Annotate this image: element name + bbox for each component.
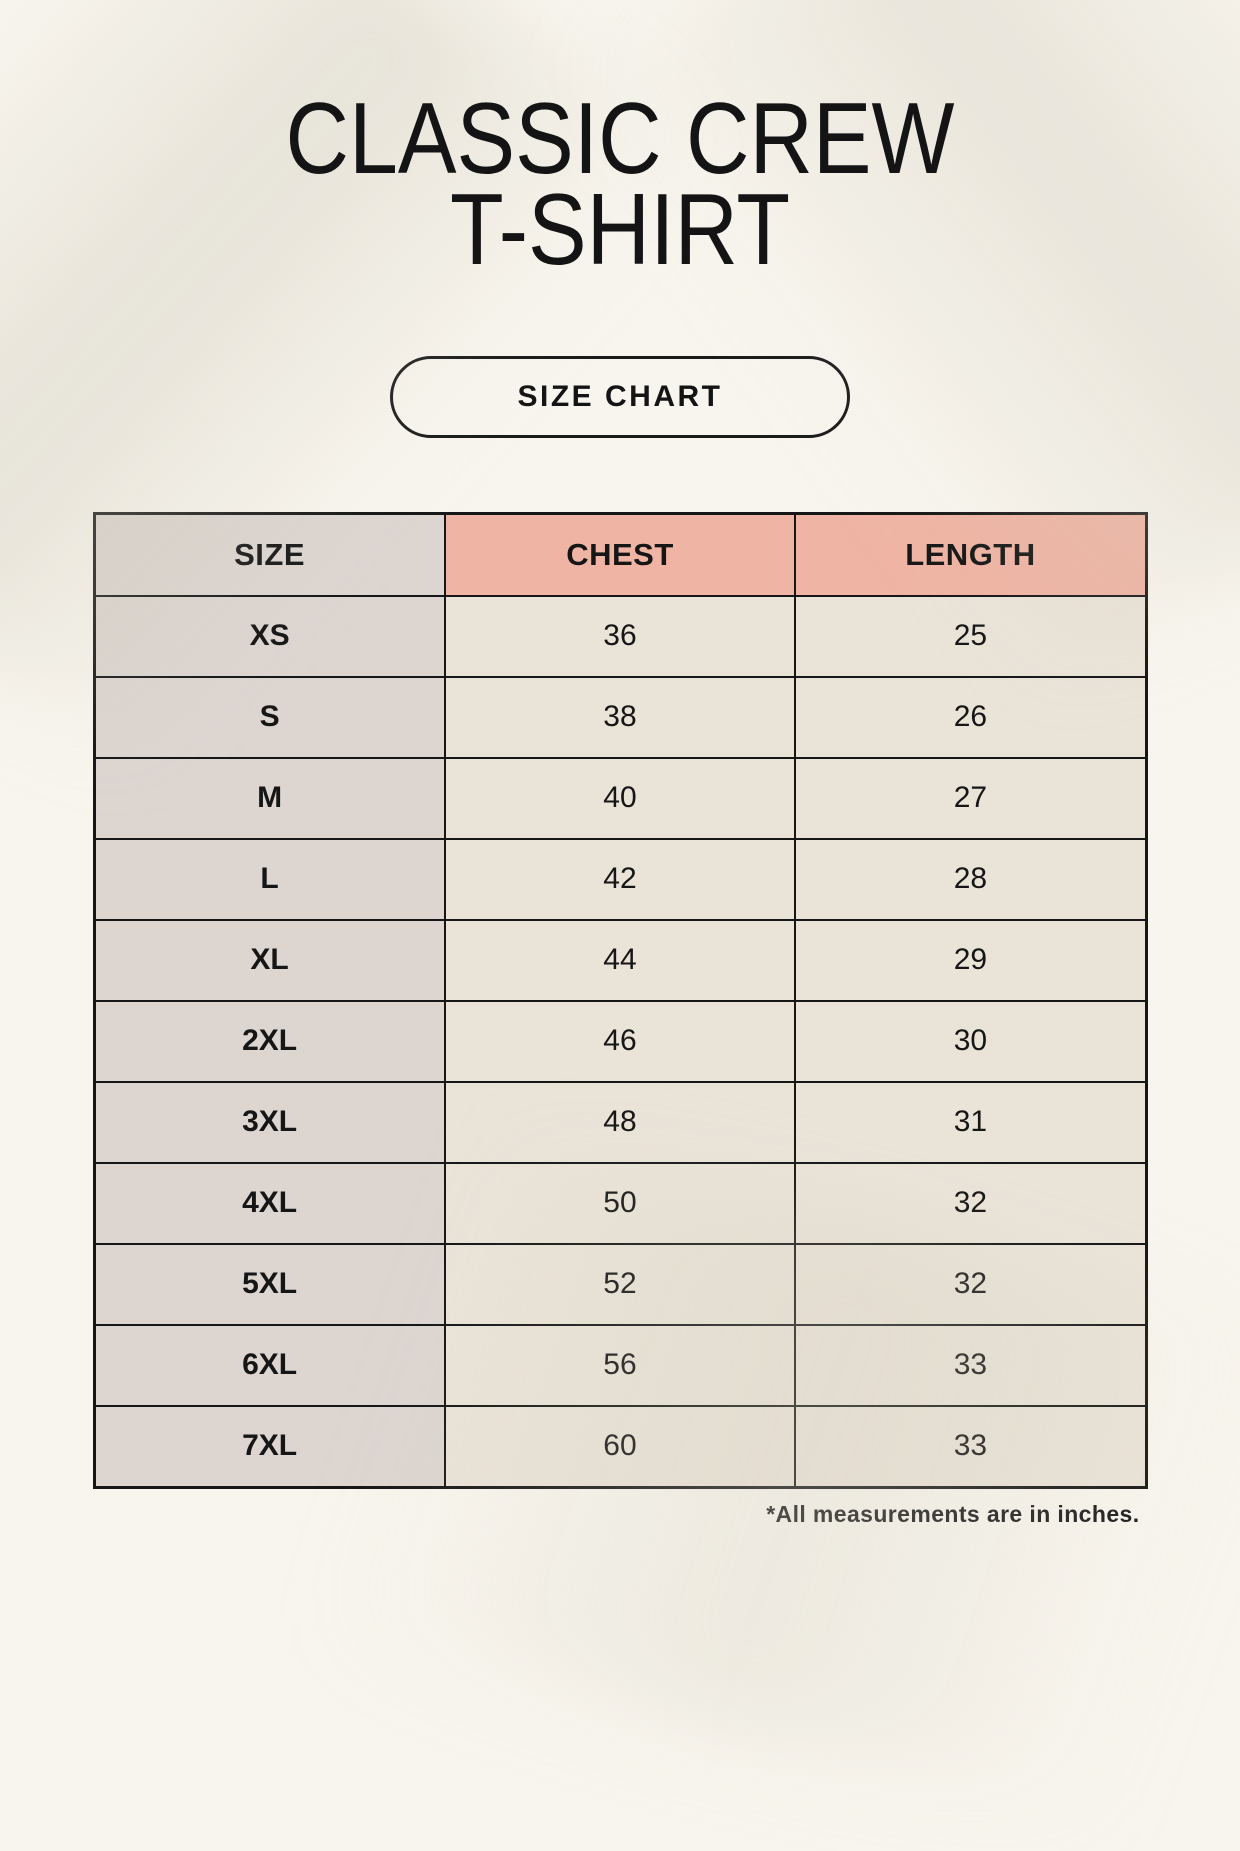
size-table-body: XS 36 25 S 38 26 M 40 27 L 42 28 XL 44 29 2XL 46 30 3XL 48 3… xyxy=(93,594,1147,1489)
measurement-value-cell: 36 xyxy=(443,594,797,678)
measurement-value-cell: 32 xyxy=(794,1242,1147,1326)
table-row: S 38 26 xyxy=(93,675,1147,759)
table-row: XL 44 29 xyxy=(93,918,1147,1002)
measurement-value-cell: 25 xyxy=(794,594,1147,678)
measurement-value-cell: 33 xyxy=(794,1323,1147,1407)
measurement-value-cell: 30 xyxy=(794,999,1147,1083)
measurement-value-cell: 29 xyxy=(794,918,1147,1002)
size-label-cell: 2XL xyxy=(93,999,446,1083)
table-row: M 40 27 xyxy=(93,756,1147,840)
size-label-cell: L xyxy=(93,837,446,921)
measurement-value-cell: 31 xyxy=(794,1080,1147,1164)
measurement-value-cell: 28 xyxy=(794,837,1147,921)
size-label-cell: 3XL xyxy=(93,1080,446,1164)
measurement-value-cell: 46 xyxy=(443,999,797,1083)
size-chart-badge[interactable]: SIZE CHART xyxy=(390,355,850,438)
measurement-value-cell: 60 xyxy=(443,1404,797,1489)
table-row: 7XL 60 33 xyxy=(93,1404,1147,1489)
badge-container: SIZE CHART xyxy=(0,355,1240,438)
page-title: CLASSIC CREW T-SHIRT xyxy=(81,0,1160,286)
table-row: 2XL 46 30 xyxy=(93,999,1147,1083)
column-header-size: SIZE xyxy=(93,512,446,597)
table-row: XS 36 25 xyxy=(93,594,1147,678)
table-row: L 42 28 xyxy=(93,837,1147,921)
measurement-value-cell: 27 xyxy=(794,756,1147,840)
size-table-container: SIZE CHEST LENGTH XS 36 25 S 38 26 M 40 27 L 42 28 XL 4… xyxy=(92,511,1148,1489)
column-header-chest: CHEST xyxy=(443,512,797,597)
column-header-length: LENGTH xyxy=(794,512,1147,597)
size-table-head-row: SIZE CHEST LENGTH xyxy=(93,512,1147,597)
measurement-value-cell: 42 xyxy=(443,837,797,921)
size-label-cell: 5XL xyxy=(93,1242,446,1326)
size-label-cell: M xyxy=(93,756,446,840)
measurement-value-cell: 32 xyxy=(794,1161,1147,1245)
size-label-cell: XS xyxy=(93,594,446,678)
size-label-cell: 4XL xyxy=(93,1161,446,1245)
measurement-value-cell: 40 xyxy=(443,756,797,840)
measurement-value-cell: 56 xyxy=(443,1323,797,1407)
size-table: SIZE CHEST LENGTH XS 36 25 S 38 26 M 40 27 L 42 28 XL 4… xyxy=(92,511,1148,1489)
measurement-value-cell: 44 xyxy=(443,918,797,1002)
size-label-cell: S xyxy=(93,675,446,759)
size-chart-badge-label: SIZE CHART xyxy=(517,379,723,413)
size-label-cell: XL xyxy=(93,918,446,1002)
table-row: 5XL 52 32 xyxy=(93,1242,1147,1326)
size-label-cell: 6XL xyxy=(93,1323,446,1407)
measurement-value-cell: 48 xyxy=(443,1080,797,1164)
measurement-value-cell: 50 xyxy=(443,1161,797,1245)
table-row: 6XL 56 33 xyxy=(93,1323,1147,1407)
measurement-value-cell: 38 xyxy=(443,675,797,759)
table-row: 3XL 48 31 xyxy=(93,1080,1147,1164)
measurement-value-cell: 33 xyxy=(794,1404,1147,1489)
measurement-value-cell: 52 xyxy=(443,1242,797,1326)
measurements-footnote: *All measurements are in inches. xyxy=(766,1500,1140,1527)
page-title-line2: T-SHIRT xyxy=(449,173,791,286)
measurement-value-cell: 26 xyxy=(794,675,1147,759)
size-label-cell: 7XL xyxy=(93,1404,446,1489)
table-row: 4XL 50 32 xyxy=(93,1161,1147,1245)
page-title-line1: CLASSIC CREW xyxy=(285,83,955,195)
